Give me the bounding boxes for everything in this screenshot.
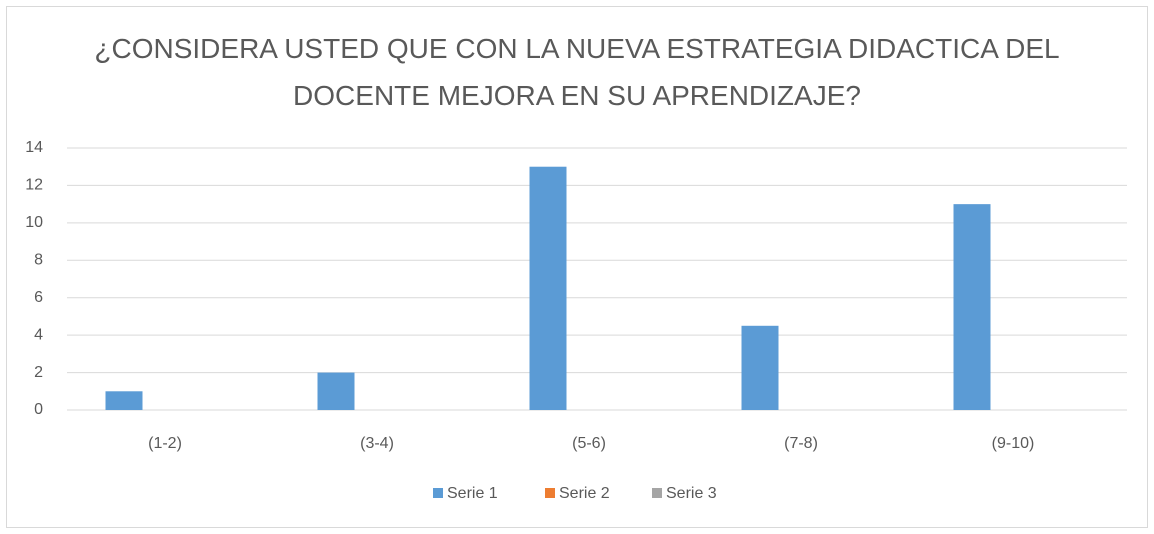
y-tick-label: 2 bbox=[34, 364, 43, 381]
x-tick-label: (7-8) bbox=[784, 435, 818, 452]
y-tick-label: 10 bbox=[25, 214, 43, 231]
legend-label: Serie 3 bbox=[666, 485, 717, 502]
y-tick-label: 6 bbox=[34, 289, 43, 306]
chart-title: ¿CONSIDERA USTED QUE CON LA NUEVA ESTRAT… bbox=[94, 33, 1060, 111]
legend-label: Serie 1 bbox=[447, 485, 498, 502]
legend-label: Serie 2 bbox=[559, 485, 610, 502]
bar bbox=[529, 166, 567, 410]
bar bbox=[105, 391, 143, 410]
y-tick-label: 4 bbox=[34, 326, 43, 343]
y-tick-label: 12 bbox=[25, 177, 43, 194]
x-tick-label: (9-10) bbox=[992, 435, 1035, 452]
legend-swatch bbox=[433, 488, 443, 498]
bar bbox=[317, 372, 355, 410]
x-tick-label: (5-6) bbox=[572, 435, 606, 452]
bar bbox=[953, 204, 991, 410]
y-tick-label: 0 bbox=[34, 401, 43, 418]
bar bbox=[741, 325, 779, 410]
y-tick-label: 8 bbox=[34, 252, 43, 269]
x-tick-label: (1-2) bbox=[148, 435, 182, 452]
y-tick-label: 14 bbox=[25, 139, 43, 156]
x-tick-label: (3-4) bbox=[360, 435, 394, 452]
legend-swatch bbox=[652, 488, 662, 498]
legend-swatch bbox=[545, 488, 555, 498]
